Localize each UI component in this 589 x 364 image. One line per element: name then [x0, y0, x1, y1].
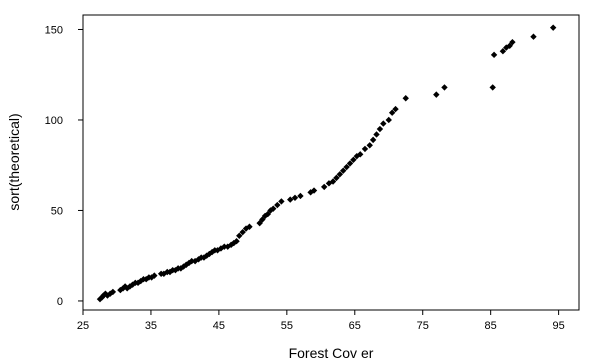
- y-tick-label: 100: [45, 115, 63, 127]
- data-point: [350, 156, 357, 163]
- data-point: [392, 105, 399, 113]
- plot-frame: [82, 14, 580, 311]
- data-point: [361, 145, 369, 153]
- data-point: [380, 120, 387, 127]
- data-point: [160, 270, 168, 278]
- x-tick-label: 55: [281, 320, 293, 332]
- data-point: [343, 163, 350, 171]
- data-point: [96, 295, 104, 303]
- y-axis-ticks: 0 50 100 150: [45, 24, 83, 308]
- data-point: [340, 167, 347, 174]
- x-axis-label: Forest Cov er: [289, 345, 374, 361]
- x-axis-ticks: 25 35 45 55 65 75 85 95: [77, 310, 565, 332]
- x-tick-label: 35: [145, 320, 157, 332]
- data-point: [366, 142, 373, 149]
- data-point: [297, 192, 304, 200]
- data-point: [441, 84, 448, 91]
- x-tick-label: 75: [417, 320, 429, 332]
- x-tick-label: 95: [552, 320, 564, 332]
- data-point: [336, 171, 344, 178]
- x-tick-label: 45: [213, 320, 225, 332]
- data-point: [177, 265, 185, 272]
- data-point: [489, 84, 496, 91]
- data-point: [369, 136, 377, 144]
- data-point: [151, 272, 158, 279]
- y-tick-label: 0: [57, 296, 63, 308]
- data-point: [246, 223, 253, 230]
- data-point: [329, 178, 337, 185]
- data-point: [402, 95, 409, 102]
- data-point: [239, 228, 246, 236]
- data-point: [549, 24, 557, 31]
- y-tick-label: 150: [45, 24, 63, 36]
- data-point: [233, 238, 240, 245]
- x-tick-label: 65: [349, 320, 361, 332]
- data-point: [321, 183, 328, 191]
- data-point: [385, 116, 392, 124]
- data-point: [499, 47, 507, 55]
- data-point: [100, 292, 107, 299]
- data-point: [373, 131, 380, 138]
- y-tick-label: 50: [51, 205, 63, 217]
- data-point: [236, 232, 243, 239]
- data-point: [291, 194, 299, 201]
- data-point: [287, 196, 294, 203]
- data-point: [274, 201, 281, 209]
- data-point: [188, 257, 195, 265]
- data-point: [221, 243, 228, 250]
- data-point: [509, 38, 516, 46]
- data-point: [490, 51, 498, 59]
- y-axis-label: sort(theoretical): [6, 113, 22, 210]
- data-point: [388, 109, 396, 116]
- x-tick-label: 25: [77, 320, 89, 332]
- data-points: [96, 24, 557, 303]
- data-point: [270, 205, 277, 212]
- data-point: [346, 160, 354, 167]
- data-point: [278, 198, 285, 205]
- data-point: [433, 91, 440, 98]
- data-point: [191, 257, 199, 265]
- data-point: [109, 288, 117, 296]
- data-point: [376, 125, 384, 133]
- x-tick-label: 85: [485, 320, 497, 332]
- data-point: [357, 151, 364, 158]
- data-point: [333, 174, 340, 182]
- data-point: [310, 187, 318, 194]
- data-point: [530, 33, 537, 40]
